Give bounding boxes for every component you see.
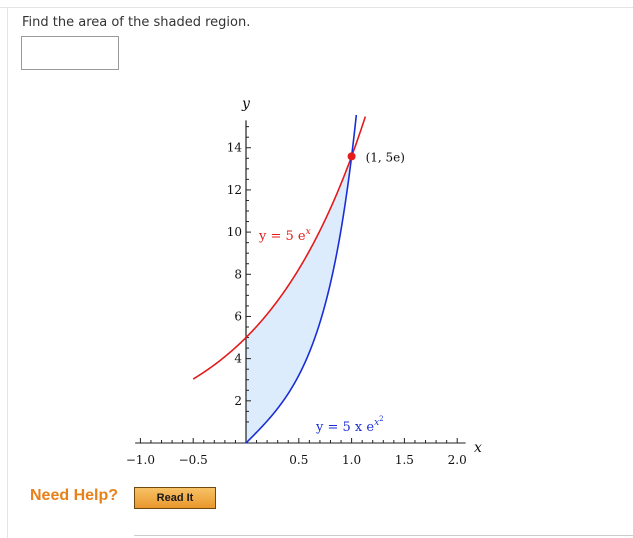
red-curve-label: y = 5 ex — [258, 227, 311, 244]
y-tick-label: 8 — [234, 267, 242, 281]
y-tick-label: 2 — [234, 394, 242, 408]
blue-curve-5xex2 — [245, 115, 358, 444]
y-tick-label: 10 — [227, 225, 242, 239]
x-tick-label: 1.5 — [395, 453, 414, 467]
x-axis-label: x — [474, 440, 482, 456]
red-curve-5ex — [192, 116, 367, 380]
left-border — [7, 7, 8, 538]
y-tick-label: 12 — [227, 183, 242, 197]
x-tick-label: 0.5 — [289, 453, 308, 467]
y-tick-label: 6 — [234, 309, 242, 323]
top-border — [0, 7, 633, 8]
y-axis: 2 4 6 8 10 12 14 — [227, 120, 251, 443]
need-help-label: Need Help? — [30, 487, 119, 504]
x-tick-label: 1.0 — [342, 453, 361, 467]
answer-input[interactable] — [21, 36, 119, 70]
read-it-button[interactable]: Read It — [134, 487, 216, 509]
x-axis: −1.0 −0.5 0.5 1.0 1.5 2.0 — [126, 438, 467, 467]
intersection-point — [347, 152, 356, 161]
point-label: (1, 5e) — [366, 150, 405, 164]
x-tick-label: −1.0 — [126, 453, 155, 467]
question-text: Find the area of the shaded region. — [22, 15, 251, 30]
y-axis-label: y — [241, 96, 251, 112]
blue-curve-label: y = 5 x ex2 — [315, 415, 384, 435]
y-tick-label: 14 — [227, 141, 243, 155]
bottom-border — [134, 535, 633, 536]
x-tick-label: −0.5 — [179, 453, 208, 467]
x-tick-label: 2.0 — [448, 453, 467, 467]
y-tick-label: 4 — [234, 352, 242, 366]
shaded-region — [246, 156, 352, 444]
